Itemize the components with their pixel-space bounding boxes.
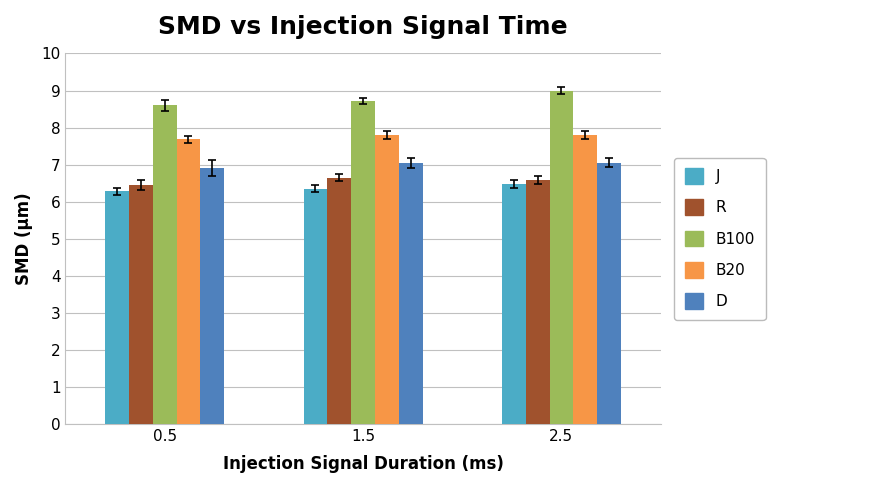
Bar (550, 90, 574, 424)
Bar (129, 185, 153, 424)
Bar (597, 163, 621, 424)
Bar (304, 189, 328, 424)
Bar (399, 163, 423, 424)
Legend: J, R, B100, B20, D: J, R, B100, B20, D (674, 158, 765, 320)
Bar (177, 140, 201, 424)
Bar (153, 105, 177, 424)
Bar (105, 191, 129, 424)
Y-axis label: SMD (μm): SMD (μm) (15, 192, 33, 285)
Bar (328, 178, 351, 424)
Title: SMD vs Injection Signal Time: SMD vs Injection Signal Time (158, 15, 567, 39)
Bar (375, 135, 399, 424)
Bar (502, 184, 526, 424)
Bar (526, 180, 550, 424)
Bar (574, 135, 597, 424)
X-axis label: Injection Signal Duration (ms): Injection Signal Duration (ms) (223, 455, 503, 473)
Bar (351, 101, 375, 424)
Bar (201, 168, 224, 424)
